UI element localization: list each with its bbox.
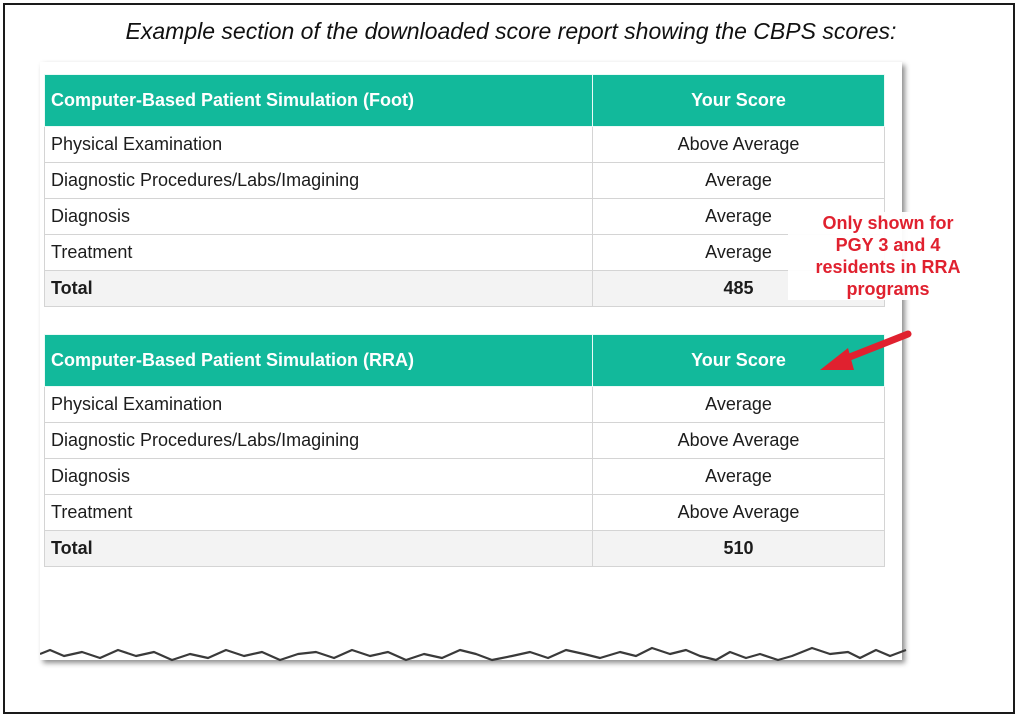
row-value: Above Average: [592, 494, 885, 531]
row-value: Above Average: [592, 422, 885, 459]
total-row: Total 510: [44, 530, 885, 567]
row-label: Diagnostic Procedures/Labs/Imagining: [44, 162, 593, 199]
table-row: Diagnosis Average: [44, 458, 885, 495]
row-label: Diagnosis: [44, 458, 593, 495]
table-row: Diagnosis Average: [44, 198, 885, 235]
score-table-foot: Computer-Based Patient Simulation (Foot)…: [44, 74, 885, 307]
table-row: Treatment Average: [44, 234, 885, 271]
red-arrow-icon: [820, 330, 912, 370]
table-header-label: Computer-Based Patient Simulation (RRA): [44, 334, 593, 387]
total-label: Total: [44, 270, 593, 307]
table-header-row: Computer-Based Patient Simulation (Foot)…: [44, 74, 885, 127]
row-value: Above Average: [592, 126, 885, 163]
annotation-line: programs: [846, 279, 930, 299]
table-row: Physical Examination Above Average: [44, 126, 885, 163]
annotation-line: residents in RRA: [815, 257, 961, 277]
table-row: Diagnostic Procedures/Labs/Imagining Ave…: [44, 162, 885, 199]
total-row: Total 485: [44, 270, 885, 307]
torn-edge: [40, 628, 907, 662]
row-value: Average: [592, 458, 885, 495]
score-table-rra: Computer-Based Patient Simulation (RRA) …: [44, 334, 885, 567]
table-header-label: Computer-Based Patient Simulation (Foot): [44, 74, 593, 127]
caption: Example section of the downloaded score …: [125, 18, 897, 44]
row-label: Treatment: [44, 494, 593, 531]
row-value: Average: [592, 162, 885, 199]
row-label: Physical Examination: [44, 386, 593, 423]
annotation-note: Only shown for PGY 3 and 4 residents in …: [788, 212, 988, 300]
image-frame: [3, 3, 1015, 714]
table-row: Physical Examination Average: [44, 386, 885, 423]
total-value: 510: [592, 530, 885, 567]
row-value: Average: [592, 386, 885, 423]
row-label: Diagnostic Procedures/Labs/Imagining: [44, 422, 593, 459]
row-label: Diagnosis: [44, 198, 593, 235]
table-row: Diagnostic Procedures/Labs/Imagining Abo…: [44, 422, 885, 459]
table-header-score: Your Score: [592, 74, 885, 127]
annotation-line: PGY 3 and 4: [835, 235, 941, 255]
row-label: Treatment: [44, 234, 593, 271]
annotation-line: Only shown for: [822, 213, 954, 233]
total-label: Total: [44, 530, 593, 567]
table-row: Treatment Above Average: [44, 494, 885, 531]
row-label: Physical Examination: [44, 126, 593, 163]
table-header-row: Computer-Based Patient Simulation (RRA) …: [44, 334, 885, 387]
